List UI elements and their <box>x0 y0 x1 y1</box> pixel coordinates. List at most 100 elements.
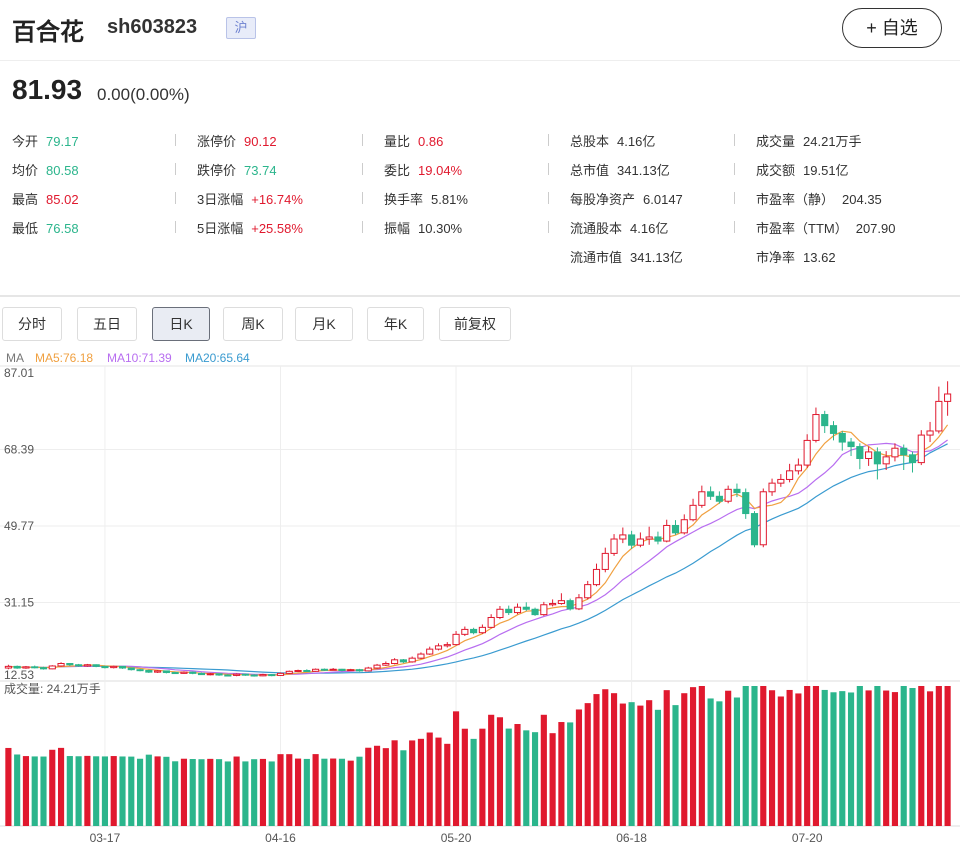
candle-body <box>101 665 109 669</box>
volume-bar <box>496 717 504 826</box>
volume-bar <box>549 733 556 826</box>
stat-separator <box>362 163 363 175</box>
stat-col5-3: 市盈率（TTM） 207.90 <box>756 218 895 237</box>
tab-2[interactable]: 日K <box>152 307 210 341</box>
tab-3[interactable]: 周K <box>223 307 283 341</box>
stat-col5-4: 市净率 13.62 <box>756 247 836 266</box>
date-tick-label: 06-18 <box>616 831 647 845</box>
ma20-line <box>8 443 948 674</box>
candle-body <box>689 504 697 521</box>
candle-body <box>215 673 223 676</box>
volume-bar <box>733 697 741 826</box>
section-divider <box>0 295 960 297</box>
volume-bar <box>242 761 249 826</box>
volume-bar <box>330 758 337 826</box>
tab-0[interactable]: 分时 <box>2 307 62 341</box>
candle-body <box>426 648 434 655</box>
candle-body <box>48 665 56 670</box>
stat-value: 5.81% <box>431 192 468 207</box>
stat-col2-3: 5日涨幅 +25.58% <box>197 218 303 237</box>
volume-bar <box>312 754 319 826</box>
stat-separator <box>362 134 363 146</box>
candle-body <box>338 668 346 671</box>
stat-col4-2: 每股净资产 6.0147 <box>570 189 683 208</box>
candle-body <box>110 665 118 669</box>
stat-separator <box>734 134 735 146</box>
volume-bar <box>101 756 109 826</box>
candle-body <box>391 659 399 665</box>
volume-bar <box>821 689 828 826</box>
candle-body <box>127 667 135 671</box>
candle-body <box>829 425 838 434</box>
tab-5[interactable]: 年K <box>367 307 424 341</box>
stat-col4-3: 流通股本 4.16亿 <box>570 218 668 237</box>
volume-bar <box>75 756 82 826</box>
stat-value: 24.21万手 <box>803 134 862 149</box>
volume-bar <box>804 686 811 826</box>
stat-col3-3: 振幅 10.30% <box>384 218 462 237</box>
candle-body <box>803 439 811 466</box>
volume-bar <box>294 758 302 826</box>
volume-bar <box>461 728 468 826</box>
volume-bar <box>839 691 846 826</box>
stat-label: 市盈率（TTM） <box>756 221 848 236</box>
candle-body <box>847 441 855 448</box>
candle-body <box>645 536 653 540</box>
candle-body <box>882 456 890 465</box>
candle-body <box>619 534 627 540</box>
volume-bar <box>663 690 670 826</box>
volume-bar <box>66 756 73 826</box>
candle-body <box>698 491 706 506</box>
volume-bar <box>233 756 240 826</box>
candle-body <box>680 519 688 534</box>
date-tick-label: 07-20 <box>792 831 823 845</box>
candle-body <box>592 568 601 586</box>
tab-4[interactable]: 月K <box>295 307 353 341</box>
candle-body <box>92 664 100 667</box>
volume-bar <box>172 761 179 826</box>
stat-value: 341.13亿 <box>617 163 670 178</box>
stat-label: 市净率 <box>756 250 796 265</box>
volume-bar <box>558 722 565 826</box>
volume-bar <box>268 761 275 826</box>
volume-bar <box>891 692 899 826</box>
ma20-value: MA20:65.64 <box>185 351 250 365</box>
candle-body <box>13 665 21 669</box>
candle-body <box>557 600 565 605</box>
candle-body <box>452 633 460 646</box>
tab-6[interactable]: 前复权 <box>439 307 511 341</box>
tab-1[interactable]: 五日 <box>77 307 137 341</box>
volume-bar <box>145 754 152 826</box>
candle-body <box>4 665 12 669</box>
candle-body <box>654 536 662 542</box>
candle-body <box>759 491 767 546</box>
volume-bar <box>338 758 346 826</box>
candle-body <box>382 663 390 666</box>
stat-value: 10.30% <box>418 221 463 236</box>
candle-body <box>707 491 715 497</box>
stat-col1-3: 最低 76.58 <box>12 218 79 237</box>
stat-col1-0: 今开 79.17 <box>12 131 79 150</box>
volume-bar <box>417 738 425 826</box>
current-price: 81.93 <box>12 74 83 105</box>
stat-label: 今开 <box>12 134 39 149</box>
candle-body <box>768 482 776 493</box>
volume-bar <box>347 760 354 826</box>
volume-bar <box>865 690 872 826</box>
stat-separator <box>548 163 549 175</box>
volume-bar <box>207 758 214 826</box>
candle-body <box>276 672 285 676</box>
stat-col4-0: 总股本 4.16亿 <box>570 131 655 150</box>
candle-body <box>320 668 328 671</box>
volume-bar <box>479 728 486 826</box>
candle-body <box>355 669 364 672</box>
volume-bar <box>163 756 170 826</box>
volume-bar <box>136 758 144 826</box>
add-watchlist-button[interactable]: + 自选 <box>842 8 942 48</box>
stat-separator <box>175 221 176 233</box>
price-change: 0.00(0.00%) <box>97 85 190 104</box>
volume-bar <box>435 737 442 826</box>
candle-body <box>197 672 206 676</box>
volume-bar <box>944 686 951 826</box>
